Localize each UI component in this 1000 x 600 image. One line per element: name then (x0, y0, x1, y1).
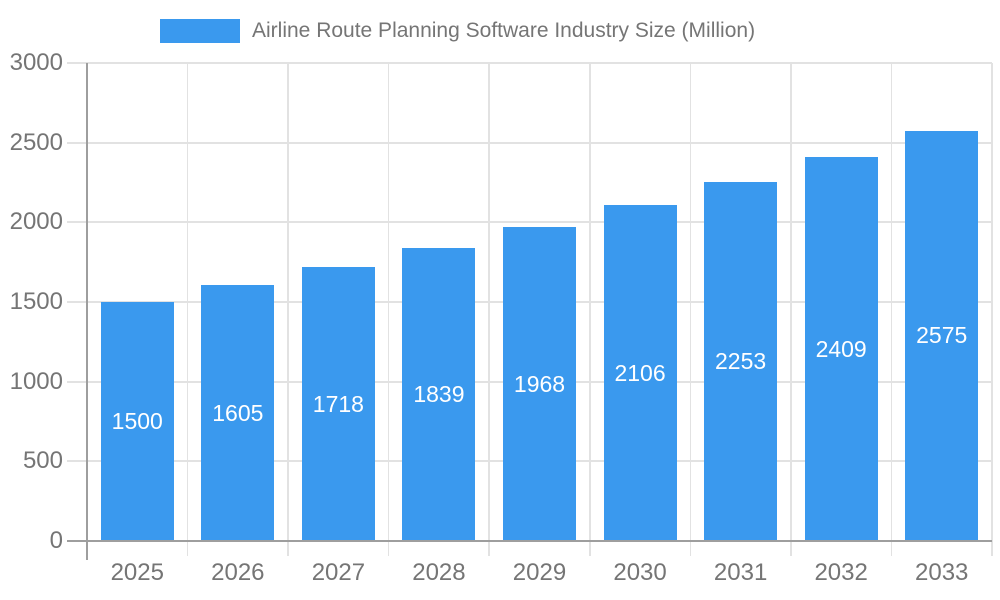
x-axis-tick (890, 541, 893, 556)
bar-2031[interactable]: 2253 (704, 182, 778, 541)
category-gridline (890, 63, 893, 541)
y-axis-label: 500 (22, 447, 63, 475)
y-axis-tick (67, 62, 87, 64)
bar-value-label: 1500 (111, 408, 163, 434)
x-axis-tick (186, 541, 189, 556)
y-axis-line (86, 63, 88, 560)
category-gridline (488, 63, 490, 541)
bar-value-label: 2575 (916, 322, 968, 349)
bar-value-label: 1839 (413, 380, 465, 407)
x-axis-tick (991, 541, 993, 556)
bar-value-label: 2253 (715, 348, 767, 374)
x-axis-label: 2033 (915, 559, 969, 586)
bar-value-label: 1968 (513, 370, 566, 397)
legend-swatch (160, 19, 240, 43)
legend-label: Airline Route Planning Software Industry… (252, 19, 756, 42)
x-axis-tick (488, 541, 490, 556)
legend[interactable]: Airline Route Planning Software Industry… (160, 19, 755, 43)
bar-2025[interactable]: 1500 (100, 302, 174, 541)
x-axis-tick (790, 541, 792, 556)
x-axis-tick (689, 541, 692, 556)
y-axis-tick (67, 460, 87, 463)
y-axis-tick (67, 301, 87, 303)
x-axis-label: 2027 (311, 559, 366, 586)
bar-value-label: 1718 (312, 390, 364, 417)
x-axis-label: 2029 (512, 559, 567, 586)
bar-2030[interactable]: 2106 (603, 205, 677, 541)
y-axis-tick (67, 221, 87, 224)
y-axis-label: 2500 (9, 128, 63, 156)
category-gridline (186, 63, 189, 541)
bar-2027[interactable]: 1718 (301, 267, 375, 541)
category-gridline (589, 63, 591, 541)
y-gridline (87, 62, 992, 64)
y-axis-label: 2000 (9, 208, 63, 236)
x-axis-label: 2031 (713, 559, 768, 586)
y-axis-label: 3000 (9, 49, 63, 76)
y-axis-label: 1500 (9, 288, 63, 315)
y-axis-tick (67, 380, 87, 383)
bar-value-label: 1605 (212, 399, 264, 426)
x-axis-label: 2025 (110, 559, 164, 586)
category-gridline (991, 63, 993, 541)
x-axis-tick (287, 541, 289, 556)
y-axis-tick (67, 141, 87, 144)
category-gridline (790, 63, 792, 541)
y-gridline (87, 141, 992, 144)
x-axis-line (67, 540, 992, 542)
category-gridline (387, 63, 390, 541)
bar-2032[interactable]: 2409 (804, 157, 878, 541)
y-axis-label: 1000 (9, 367, 63, 395)
category-gridline (689, 63, 692, 541)
bar-2028[interactable]: 1839 (402, 247, 476, 541)
bar-value-label: 2106 (614, 359, 666, 386)
bar-2029[interactable]: 1968 (503, 227, 576, 541)
x-axis-label: 2026 (211, 559, 265, 586)
category-gridline (287, 63, 289, 541)
x-axis-label: 2032 (814, 559, 868, 586)
y-gridline (87, 221, 992, 224)
x-axis-tick (387, 541, 390, 556)
x-axis-tick (589, 541, 591, 556)
bar-value-label: 2409 (815, 335, 867, 362)
y-axis-label: 0 (49, 527, 63, 554)
x-axis-label: 2028 (412, 559, 466, 586)
bar-2033[interactable]: 2575 (905, 130, 979, 541)
bar-2026[interactable]: 1605 (201, 285, 275, 541)
x-axis-label: 2030 (613, 559, 667, 586)
